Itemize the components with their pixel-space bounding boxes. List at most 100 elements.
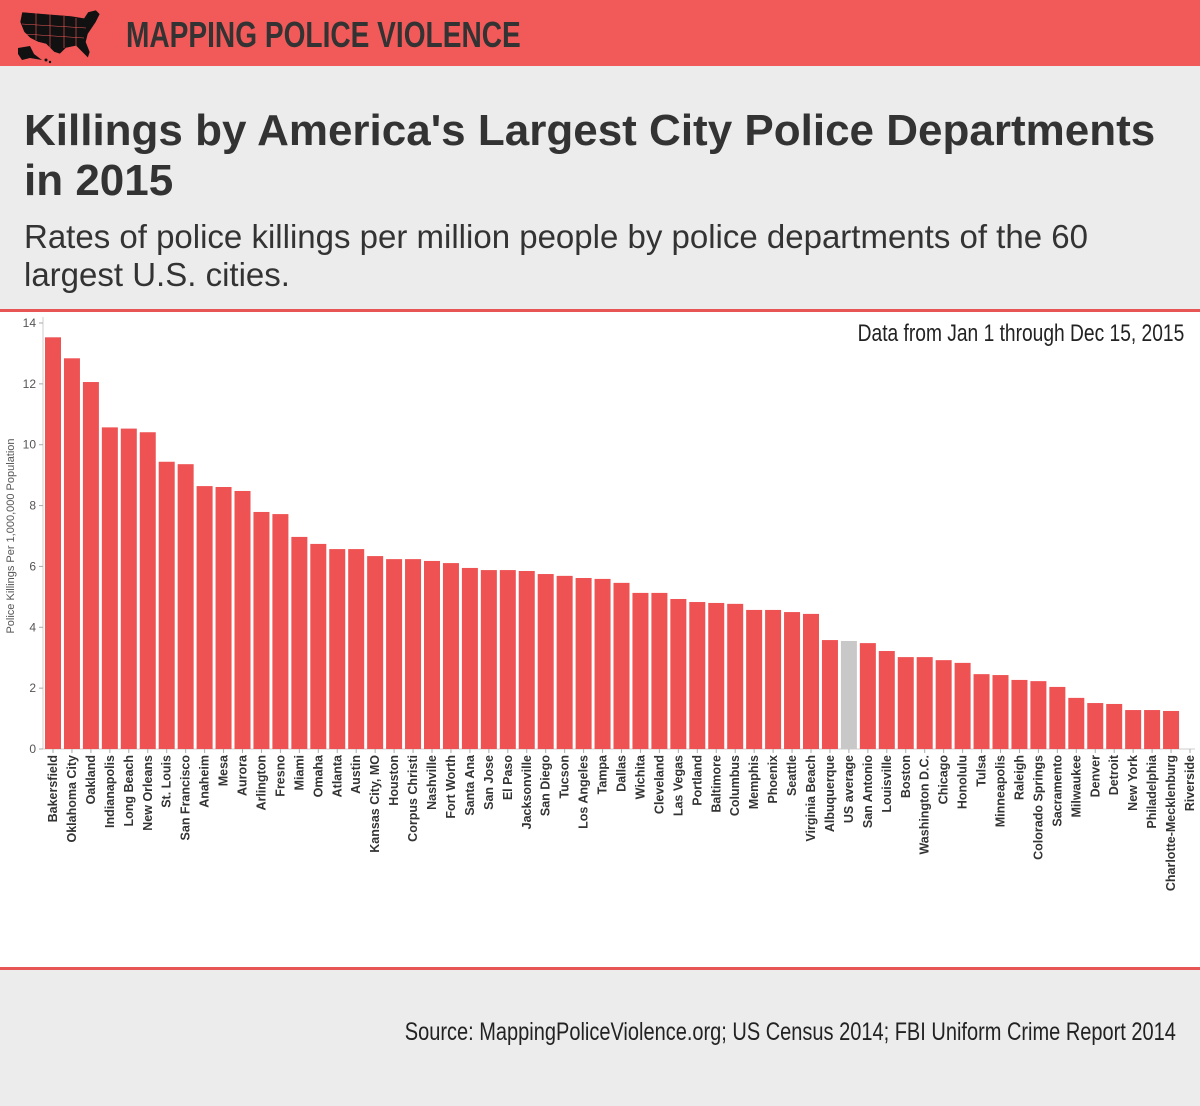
x-tick-label: San Antonio bbox=[861, 755, 875, 829]
x-tick-label: Atlanta bbox=[330, 754, 344, 797]
bar-wichita bbox=[632, 592, 649, 749]
bar-santa-ana bbox=[461, 567, 478, 749]
x-tick-label: Aurora bbox=[236, 754, 250, 796]
x-tick-label: Denver bbox=[1088, 755, 1102, 798]
bar-detroit bbox=[1106, 703, 1123, 749]
x-tick-label: Bakersfield bbox=[46, 755, 60, 822]
x-tick-label: Albuquerque bbox=[823, 755, 837, 832]
bar-minneapolis bbox=[992, 675, 1009, 749]
bar-indianapolis bbox=[101, 427, 118, 749]
bar-phoenix bbox=[765, 609, 782, 749]
x-tick-label: Long Beach bbox=[122, 755, 136, 827]
x-tick-label: Milwaukee bbox=[1069, 755, 1083, 818]
bar-nashville bbox=[424, 560, 440, 749]
bar-cleveland bbox=[651, 592, 668, 749]
y-tick-label: 2 bbox=[29, 681, 36, 695]
x-tick-label: Omaha bbox=[311, 754, 325, 797]
x-tick-label: New York bbox=[1126, 755, 1140, 811]
x-tick-label: Philadelphia bbox=[1145, 754, 1159, 829]
bar-arlington bbox=[253, 511, 270, 749]
bar-dallas bbox=[613, 582, 630, 749]
x-tick-label: Memphis bbox=[747, 755, 761, 809]
divider-top bbox=[0, 309, 1200, 312]
bar-anaheim bbox=[196, 486, 213, 749]
x-tick-label: Austin bbox=[349, 755, 363, 794]
x-tick-label: Corpus Christi bbox=[406, 755, 420, 842]
x-tick-label: Cleveland bbox=[652, 755, 666, 814]
bar-atlanta bbox=[329, 549, 346, 749]
bar-san-diego bbox=[537, 574, 554, 749]
x-tick-label: Virginia Beach bbox=[804, 755, 818, 842]
x-tick-label: Arlington bbox=[254, 755, 268, 811]
x-tick-label: Seattle bbox=[785, 755, 799, 796]
x-tick-label: Wichita bbox=[633, 754, 647, 799]
x-tick-label: Mesa bbox=[217, 754, 231, 786]
bar-oakland bbox=[82, 382, 99, 749]
brand-name: MAPPING POLICE VIOLENCE bbox=[126, 14, 521, 55]
y-tick-label: 8 bbox=[29, 499, 36, 513]
x-tick-label: San Diego bbox=[539, 755, 553, 816]
x-tick-label: Raleigh bbox=[1012, 755, 1026, 800]
x-tick-label: Minneapolis bbox=[994, 755, 1008, 827]
bar-sacramento bbox=[1049, 686, 1066, 749]
x-tick-label: Las Vegas bbox=[671, 755, 685, 816]
bar-columbus bbox=[727, 603, 744, 749]
bar-chart: 0 2 4 6 8 10 12 14 Police Killings Per 1,000,000… bbox=[5, 316, 1197, 891]
bar-charlotte-mecklenburg bbox=[1163, 710, 1180, 749]
x-tick-label: Boston bbox=[899, 755, 913, 798]
bar-fresno bbox=[272, 514, 289, 749]
x-tick-label: San Francisco bbox=[179, 755, 193, 841]
x-tick-label: Chicago bbox=[937, 755, 951, 805]
x-tick-label: Colorado Springs bbox=[1031, 755, 1045, 860]
x-tick-label: Columbus bbox=[728, 755, 742, 816]
bar-miami bbox=[291, 536, 308, 749]
bar-denver bbox=[1087, 703, 1104, 749]
x-tick-label: Nashville bbox=[425, 755, 439, 810]
y-axis-title: Police Killings Per 1,000,000 Population bbox=[5, 438, 17, 633]
y-tick-label: 10 bbox=[23, 438, 37, 452]
bar-philadelphia bbox=[1144, 710, 1161, 749]
bar-portland bbox=[689, 602, 706, 749]
y-tick-label: 12 bbox=[23, 377, 37, 391]
x-tick-label: Los Angeles bbox=[577, 755, 591, 829]
top-banner: MAPPING POLICE VIOLENCE bbox=[0, 0, 1200, 66]
bar-colorado-springs bbox=[1030, 681, 1047, 749]
us-map-icon bbox=[18, 9, 101, 64]
bar-new-orleans bbox=[139, 432, 156, 749]
bar-los-angeles bbox=[575, 577, 592, 749]
y-tick-label: 6 bbox=[29, 559, 36, 573]
bar-austin bbox=[348, 549, 365, 749]
x-tick-label: Dallas bbox=[615, 755, 629, 792]
y-tick-label: 0 bbox=[29, 742, 36, 756]
bar-albuquerque bbox=[821, 640, 838, 749]
bar-san-jose bbox=[480, 570, 497, 749]
data-range-note: Data from Jan 1 through Dec 15, 2015 bbox=[857, 320, 1184, 347]
source-note: Source: MappingPoliceViolence.org; US Ce… bbox=[404, 1018, 1176, 1046]
x-tick-label: US average bbox=[842, 755, 856, 823]
bar-virginia-beach bbox=[803, 613, 819, 749]
x-tick-label: Tulsa bbox=[975, 754, 989, 787]
bar-memphis bbox=[746, 609, 763, 749]
bar-las-vegas bbox=[670, 598, 687, 749]
x-tick-label: Miami bbox=[292, 755, 306, 790]
x-tick-label: San Jose bbox=[482, 755, 496, 810]
bar-corpus-christi bbox=[405, 559, 422, 749]
bar-long-beach bbox=[120, 428, 137, 749]
bar-louisville bbox=[878, 651, 895, 749]
x-tick-label: Tucson bbox=[558, 755, 572, 799]
x-tick-label: New Orleans bbox=[141, 755, 155, 831]
bar-boston bbox=[897, 657, 914, 749]
page-title: Killings by America's Largest City Polic… bbox=[24, 106, 1156, 205]
bar-jacksonville bbox=[518, 570, 535, 749]
page-subtitle: Rates of police killings per million peo… bbox=[24, 218, 1088, 293]
bar-bakersfield bbox=[45, 337, 61, 749]
x-tick-label: Fresno bbox=[273, 755, 287, 797]
bar-seattle bbox=[784, 612, 801, 749]
x-tick-label: Tampa bbox=[596, 754, 610, 794]
bar-chicago bbox=[935, 660, 952, 749]
bar-fort-worth bbox=[442, 563, 459, 749]
x-tick-label: Baltimore bbox=[709, 755, 723, 813]
bar-el-paso bbox=[499, 570, 516, 749]
y-tick-label: 14 bbox=[23, 316, 37, 330]
bar-omaha bbox=[310, 543, 327, 749]
